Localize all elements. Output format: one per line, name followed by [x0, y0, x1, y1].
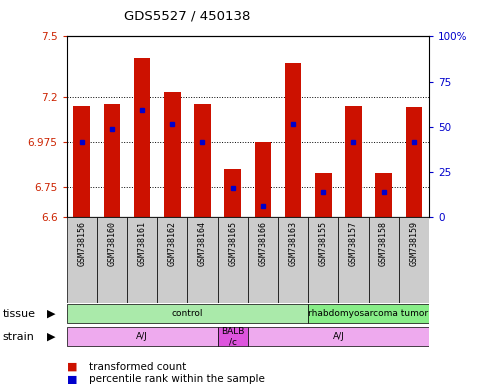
Bar — [315, 173, 331, 217]
Text: A/J: A/J — [136, 333, 148, 341]
Bar — [164, 92, 180, 217]
Text: rhabdomyosarcoma tumor: rhabdomyosarcoma tumor — [309, 310, 428, 318]
Bar — [375, 173, 392, 217]
Bar — [338, 217, 368, 303]
Bar — [67, 328, 217, 346]
Bar — [248, 217, 278, 303]
Text: GSM738166: GSM738166 — [258, 221, 267, 266]
Bar — [254, 142, 271, 217]
Text: GSM738165: GSM738165 — [228, 221, 237, 266]
Text: ■: ■ — [67, 374, 77, 384]
Bar — [104, 104, 120, 217]
Bar — [187, 217, 217, 303]
Bar — [67, 305, 308, 323]
Text: GSM738164: GSM738164 — [198, 221, 207, 266]
Bar — [127, 217, 157, 303]
Text: BALB
/c: BALB /c — [221, 327, 245, 347]
Bar — [157, 217, 187, 303]
Bar — [217, 328, 247, 346]
Text: GSM738161: GSM738161 — [138, 221, 146, 266]
Bar — [368, 217, 399, 303]
Text: ▶: ▶ — [46, 332, 55, 342]
Text: A/J: A/J — [332, 333, 344, 341]
Bar — [67, 217, 97, 303]
Bar — [308, 217, 338, 303]
Text: ▶: ▶ — [46, 309, 55, 319]
Text: percentile rank within the sample: percentile rank within the sample — [89, 374, 265, 384]
Text: tissue: tissue — [2, 309, 35, 319]
Text: ■: ■ — [67, 362, 77, 372]
Text: control: control — [172, 310, 203, 318]
Bar — [217, 217, 247, 303]
Bar — [278, 217, 308, 303]
Text: GSM738156: GSM738156 — [77, 221, 86, 266]
Text: transformed count: transformed count — [89, 362, 186, 372]
Bar — [194, 104, 211, 217]
Text: GSM738158: GSM738158 — [379, 221, 388, 266]
Bar — [308, 305, 429, 323]
Bar — [406, 107, 422, 217]
Bar — [224, 169, 241, 217]
Bar — [345, 106, 362, 217]
Bar — [248, 328, 429, 346]
Bar — [97, 217, 127, 303]
Text: GSM738163: GSM738163 — [288, 221, 298, 266]
Text: GSM738159: GSM738159 — [409, 221, 419, 266]
Bar — [134, 58, 150, 217]
Text: GSM738157: GSM738157 — [349, 221, 358, 266]
Text: GSM738162: GSM738162 — [168, 221, 177, 266]
Text: strain: strain — [2, 332, 35, 342]
Bar — [399, 217, 429, 303]
Text: GSM738160: GSM738160 — [107, 221, 116, 266]
Bar — [73, 106, 90, 217]
Text: GSM738155: GSM738155 — [318, 221, 328, 266]
Text: GDS5527 / 450138: GDS5527 / 450138 — [124, 10, 250, 23]
Bar — [285, 63, 301, 217]
